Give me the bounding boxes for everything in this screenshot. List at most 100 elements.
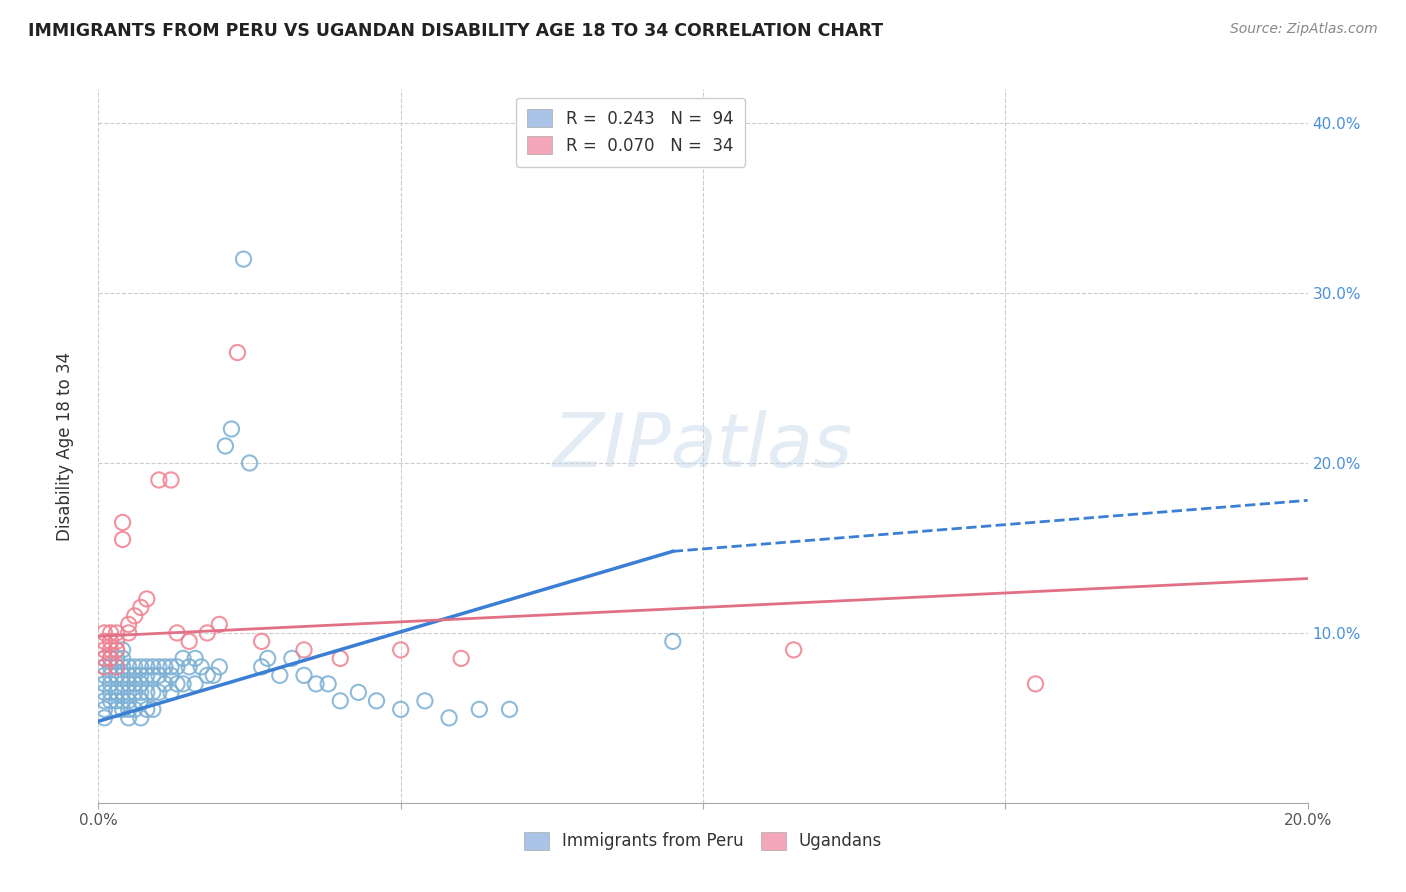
Point (124, 685, 146, 699)
Point (148, 685, 170, 699)
Point (93, 626, 115, 640)
Point (93, 634, 115, 648)
Point (142, 660, 165, 674)
Point (389, 702, 412, 716)
Point (316, 677, 339, 691)
Point (148, 660, 170, 674)
Point (160, 685, 183, 699)
Point (93, 685, 115, 699)
Point (135, 702, 157, 716)
Point (1024, 677, 1046, 691)
Point (195, 626, 218, 640)
Point (135, 685, 157, 699)
Point (93, 651, 115, 665)
Point (111, 516, 134, 530)
Point (208, 617, 231, 632)
Point (166, 660, 188, 674)
Point (250, 660, 273, 674)
Point (124, 608, 146, 623)
Point (105, 643, 128, 657)
Point (118, 694, 141, 708)
Point (118, 702, 141, 716)
Point (118, 685, 141, 699)
Point (111, 694, 134, 708)
Point (124, 677, 146, 691)
Point (190, 660, 212, 674)
Text: IMMIGRANTS FROM PERU VS UGANDAN DISABILITY AGE 18 TO 34 CORRELATION CHART: IMMIGRANTS FROM PERU VS UGANDAN DISABILI… (28, 22, 883, 40)
Point (172, 677, 194, 691)
Point (93, 668, 115, 682)
Point (100, 643, 122, 657)
Point (124, 702, 146, 716)
Point (153, 677, 176, 691)
Y-axis label: Disability Age 18 to 34: Disability Age 18 to 34 (56, 351, 75, 541)
Point (93, 677, 115, 691)
Point (118, 660, 141, 674)
Point (105, 651, 128, 665)
Point (160, 668, 183, 682)
Point (100, 626, 122, 640)
Point (148, 668, 170, 682)
Point (93, 651, 115, 665)
Point (111, 702, 134, 716)
Point (93, 711, 115, 725)
Point (498, 702, 520, 716)
Point (783, 643, 806, 657)
Point (111, 660, 134, 674)
Point (100, 651, 122, 665)
Point (160, 660, 183, 674)
Point (135, 591, 157, 606)
Point (129, 660, 152, 674)
Point (118, 677, 141, 691)
Point (129, 685, 152, 699)
Point (111, 685, 134, 699)
Point (232, 252, 254, 266)
Point (105, 634, 128, 648)
Point (166, 677, 188, 691)
Point (93, 702, 115, 716)
Point (292, 643, 315, 657)
Point (118, 668, 141, 682)
Point (281, 651, 304, 665)
Point (118, 711, 141, 725)
Point (105, 668, 128, 682)
Point (413, 694, 436, 708)
Point (329, 651, 352, 665)
Point (468, 702, 491, 716)
Legend: Immigrants from Peru, Ugandans: Immigrants from Peru, Ugandans (516, 823, 890, 859)
Point (142, 685, 165, 699)
Point (100, 634, 122, 648)
Point (105, 660, 128, 674)
Point (100, 651, 122, 665)
Point (179, 634, 201, 648)
Point (184, 651, 207, 665)
Point (256, 651, 278, 665)
Point (437, 711, 460, 725)
Point (148, 473, 170, 487)
Point (105, 643, 128, 657)
Point (208, 660, 231, 674)
Point (111, 651, 134, 665)
Point (100, 694, 122, 708)
Point (93, 660, 115, 674)
Point (100, 660, 122, 674)
Point (172, 651, 194, 665)
Point (124, 660, 146, 674)
Point (105, 694, 128, 708)
Point (305, 677, 328, 691)
Point (129, 600, 152, 615)
Point (221, 422, 243, 436)
Point (105, 660, 128, 674)
Point (105, 702, 128, 716)
Point (124, 668, 146, 682)
Text: ZIPatlas: ZIPatlas (553, 410, 853, 482)
Point (269, 668, 291, 682)
Point (100, 668, 122, 682)
Point (111, 677, 134, 691)
Point (93, 643, 115, 657)
Point (347, 685, 370, 699)
Point (111, 643, 134, 657)
Point (118, 626, 141, 640)
Text: Source: ZipAtlas.com: Source: ZipAtlas.com (1230, 22, 1378, 37)
Point (195, 668, 218, 682)
